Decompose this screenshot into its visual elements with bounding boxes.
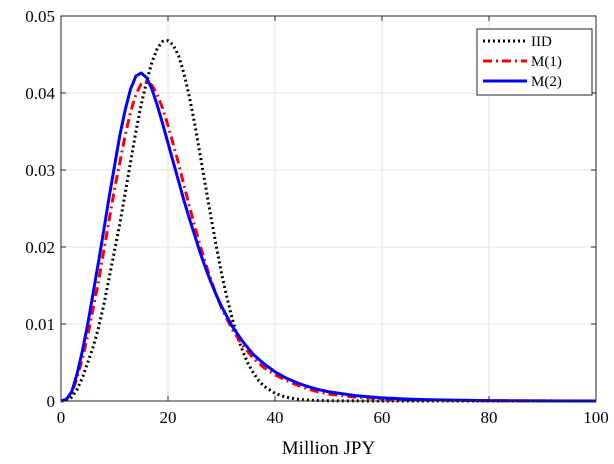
series-lines (60, 39, 597, 403)
x-tick-label: 80 (481, 408, 498, 427)
x-tick-label: 60 (374, 408, 391, 427)
axis-ticks (60, 15, 597, 402)
series-line-2 (60, 71, 597, 403)
y-tick-label: 0 (47, 392, 56, 411)
y-tick-labels: 0 0.01 0.02 0.03 0.04 0.05 (25, 7, 55, 411)
series-line-1 (60, 79, 597, 403)
legend-label-0: IID (531, 34, 552, 50)
x-tick-labels: 0 20 40 60 80 100 (57, 408, 609, 427)
y-tick-label: 0.04 (25, 84, 55, 103)
x-tick-label: 20 (160, 408, 177, 427)
x-tick-label: 100 (583, 408, 609, 427)
series-line-0 (60, 39, 596, 403)
y-tick-label: 0.03 (25, 161, 55, 180)
y-tick-label: 0.01 (25, 315, 55, 334)
x-tick-label: 40 (267, 408, 284, 427)
plot-frame (60, 15, 597, 402)
legend-label-1: M(1) (531, 54, 562, 70)
legend-label-2: M(2) (531, 74, 562, 90)
y-tick-label: 0.05 (25, 7, 55, 26)
x-tick-label: 0 (57, 408, 66, 427)
x-axis-label: Million JPY (282, 438, 376, 459)
y-tick-label: 0.02 (25, 238, 55, 257)
legend: IID M(1) M(2) (476, 28, 593, 96)
